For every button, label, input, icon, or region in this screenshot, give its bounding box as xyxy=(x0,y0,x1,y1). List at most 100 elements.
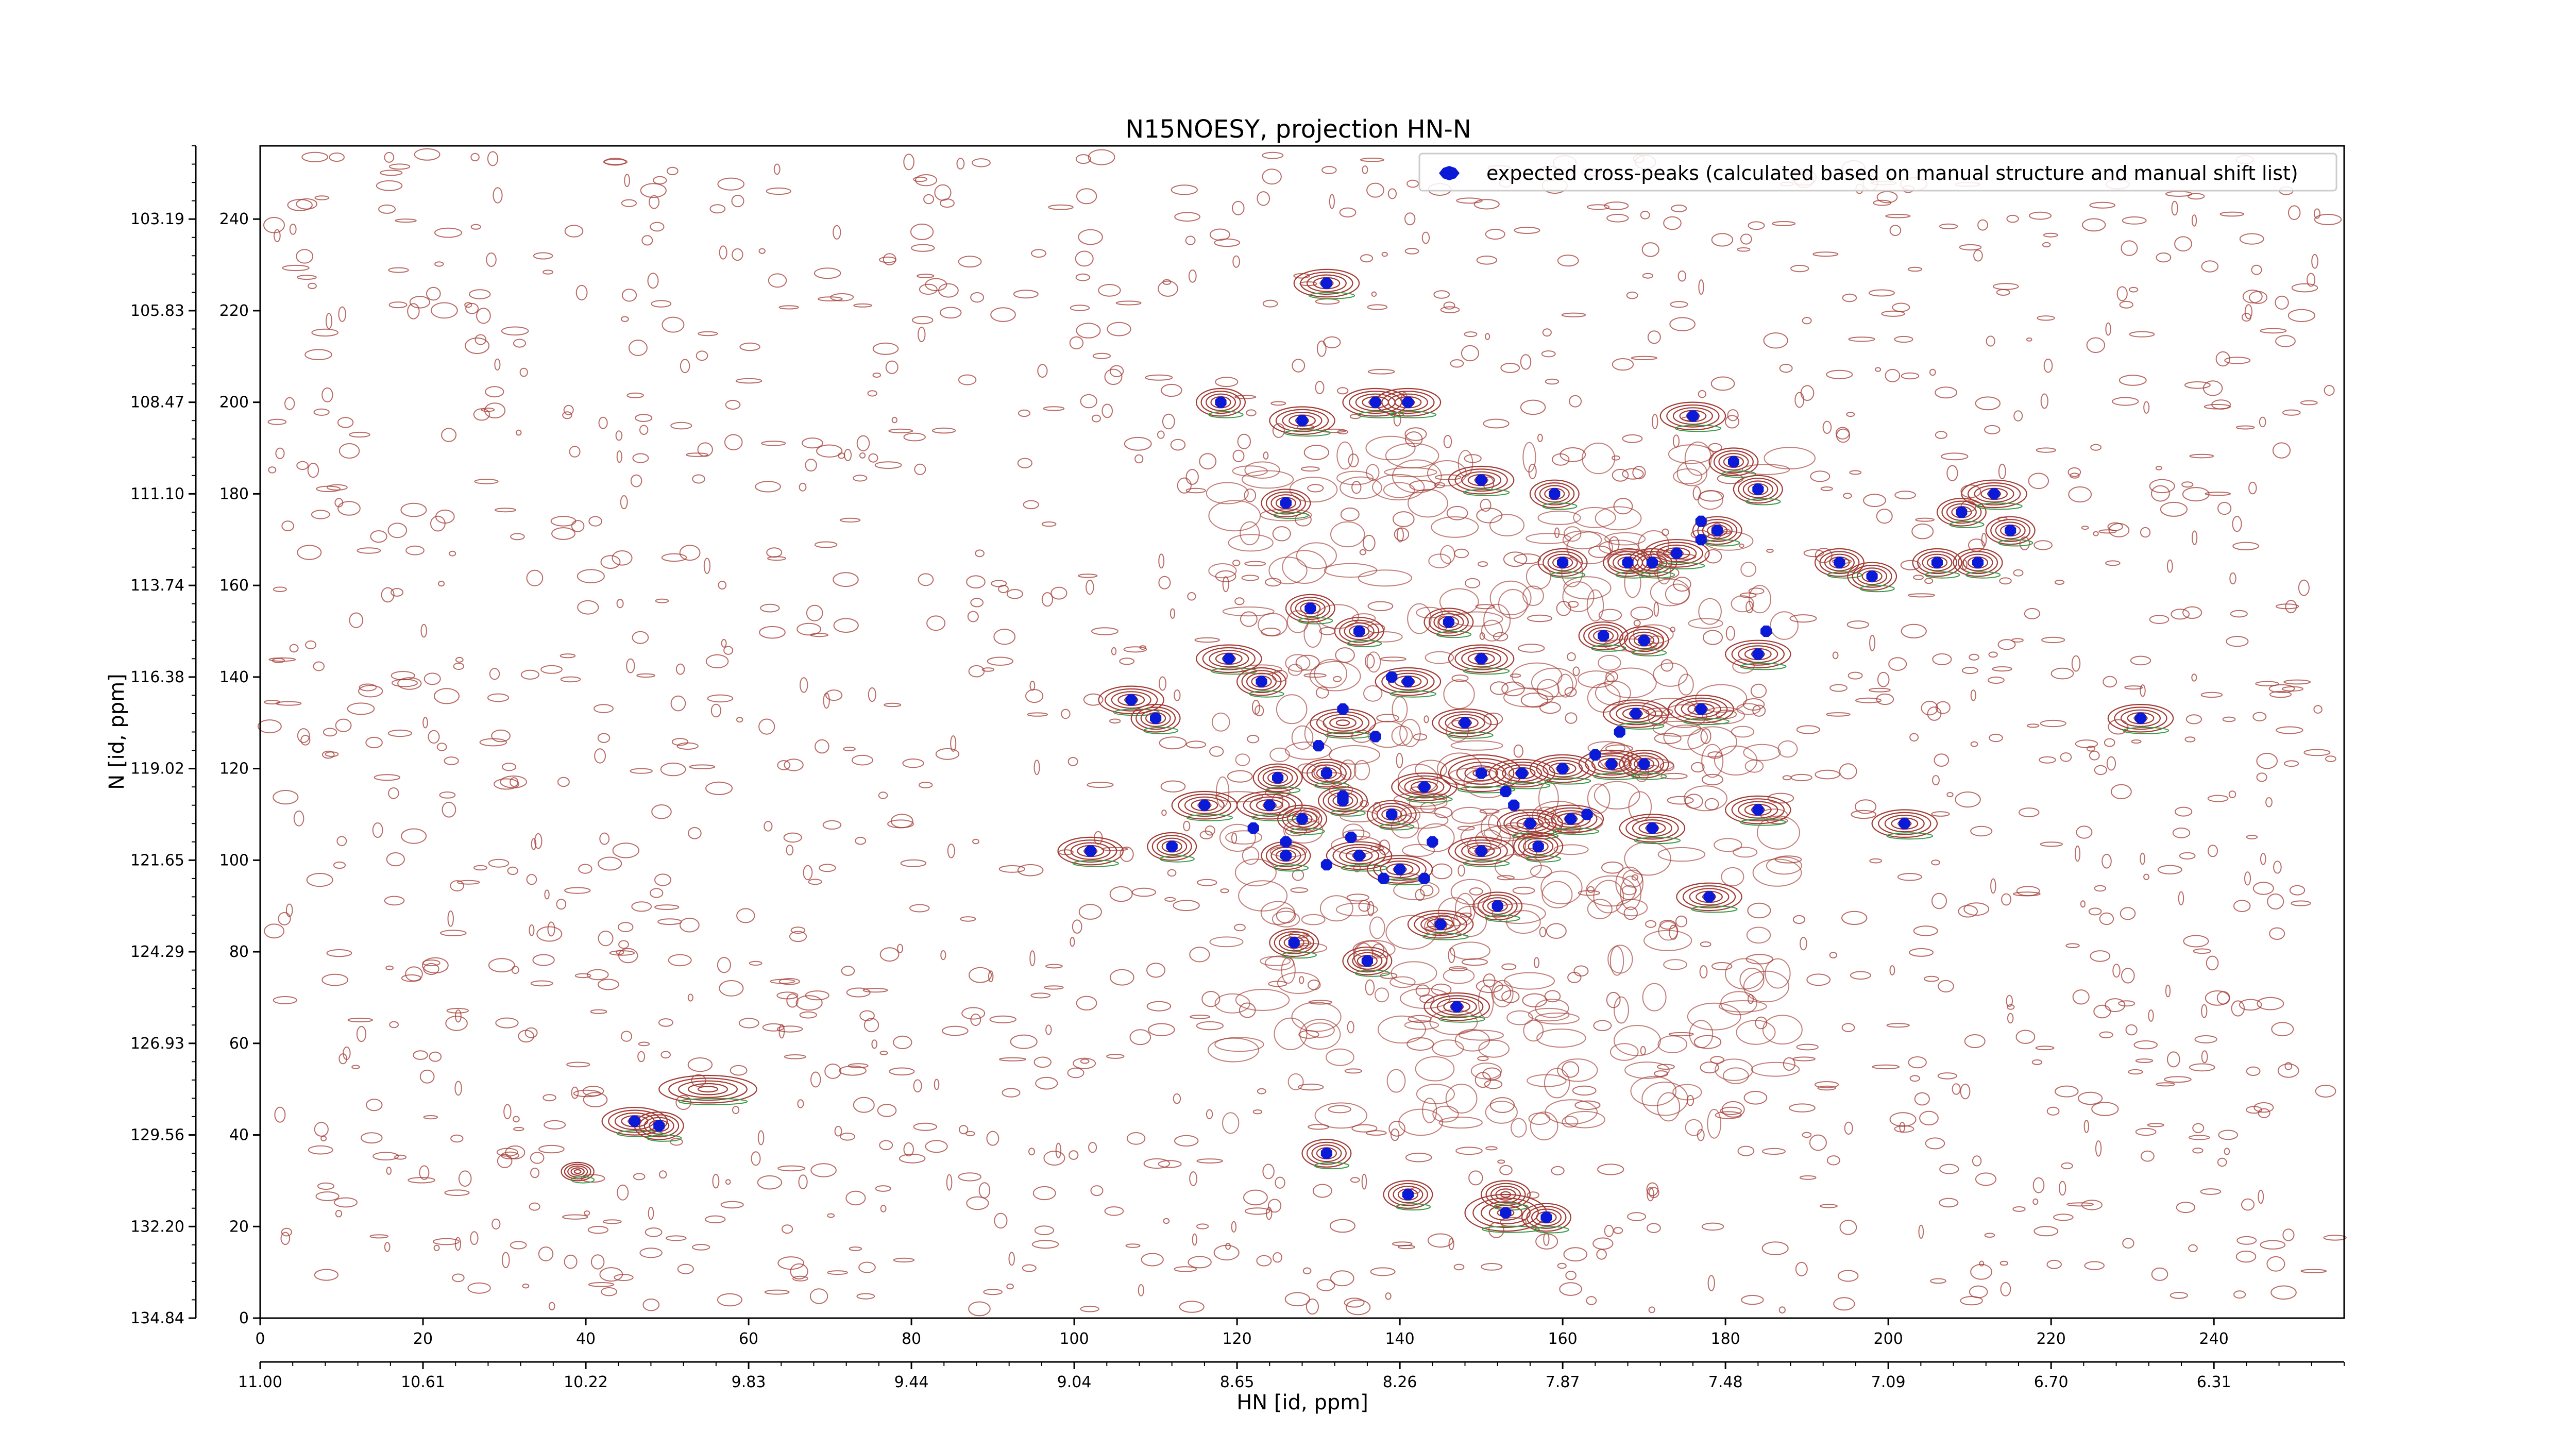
noise-contour xyxy=(1161,810,1167,816)
noise-contour xyxy=(1894,335,1913,343)
noise-contour xyxy=(814,267,841,279)
noise-contour xyxy=(1981,533,1987,547)
noise-contour xyxy=(620,1031,633,1042)
noise-contour xyxy=(2178,891,2184,906)
noise-contour xyxy=(470,153,480,162)
noise-contour xyxy=(639,425,649,435)
noise-contour xyxy=(1048,204,1074,210)
noise-contour xyxy=(968,1301,991,1317)
peak-contour-ring xyxy=(1436,998,1477,1016)
envelope-contour xyxy=(1718,1000,1767,1013)
noise-contour xyxy=(1850,971,1871,980)
noise-contour xyxy=(308,282,317,290)
noise-contour xyxy=(635,414,653,422)
noise-contour xyxy=(2314,214,2342,225)
noise-contour xyxy=(313,661,325,671)
noise-contour xyxy=(1520,354,1532,370)
noise-contour xyxy=(2124,685,2143,690)
negative-contour xyxy=(1290,828,1325,835)
envelope-contour xyxy=(1537,510,1581,525)
envelope-contour xyxy=(1238,880,1288,912)
noise-contour xyxy=(284,397,295,410)
negative-contour xyxy=(647,1134,682,1142)
noise-contour xyxy=(1078,229,1103,245)
noise-contour xyxy=(989,1015,1016,1023)
peak-contour-ring xyxy=(1852,564,1892,588)
noise-contour xyxy=(369,1234,389,1239)
noise-contour xyxy=(1043,406,1065,411)
peak-contour-ring xyxy=(1178,794,1231,817)
cross-peak-point xyxy=(1899,818,1910,830)
envelope-contour xyxy=(1431,516,1479,538)
noise-contour xyxy=(2176,1202,2196,1214)
noise-contour xyxy=(2188,1244,2198,1252)
noise-contour xyxy=(1901,624,1927,638)
noise-contour xyxy=(2093,1004,2111,1019)
envelope-contour xyxy=(1386,1069,1406,1093)
noise-contour xyxy=(1648,1187,1659,1199)
peak-contour-ring xyxy=(1300,272,1353,295)
noise-contour xyxy=(1586,204,1610,210)
noise-contour xyxy=(372,1152,399,1160)
peak-contour-ring xyxy=(697,1086,719,1093)
noise-contour xyxy=(2218,1130,2239,1140)
noise-contour xyxy=(1458,864,1465,877)
noise-contour xyxy=(688,827,702,839)
envelope-contour xyxy=(1336,470,1374,485)
noise-contour xyxy=(1518,644,1545,653)
noise-contour xyxy=(450,880,465,891)
noise-contour xyxy=(913,1079,922,1093)
peak-contour-ring xyxy=(1588,627,1619,645)
noise-contour xyxy=(1351,1124,1378,1133)
peak-contour-ring xyxy=(1200,391,1241,414)
peak-contour-ring xyxy=(1878,812,1931,835)
envelope-contour xyxy=(1432,1039,1464,1057)
envelope-contour xyxy=(1326,1048,1354,1066)
noise-contour xyxy=(267,418,287,425)
noise-contour xyxy=(1806,973,1831,986)
noise-contour xyxy=(993,629,1016,645)
noise-contour xyxy=(1457,825,1475,831)
noise-contour xyxy=(2140,527,2151,538)
noise-contour xyxy=(1814,1081,1839,1088)
noise-contour xyxy=(620,316,629,322)
noise-contour xyxy=(630,768,653,774)
noise-contour xyxy=(374,774,401,781)
cross-peak-point xyxy=(1443,616,1454,628)
noise-contour xyxy=(738,1018,759,1029)
noise-contour xyxy=(1537,433,1543,442)
noise-contour xyxy=(1027,712,1048,717)
noise-contour xyxy=(454,1081,462,1096)
noise-contour xyxy=(879,1051,888,1055)
envelope-contour xyxy=(1209,936,1244,948)
noise-contour xyxy=(597,733,611,743)
noise-contour xyxy=(2061,1162,2073,1170)
noise-contour xyxy=(2276,726,2303,734)
noise-contour xyxy=(1075,154,1091,164)
noise-contour xyxy=(2027,723,2040,728)
noise-contour xyxy=(1868,289,1895,297)
y-tick-label: 60 xyxy=(229,1035,249,1053)
noise-contour xyxy=(918,573,934,586)
noise-contour xyxy=(289,224,297,235)
peak-contour-ring xyxy=(1847,562,1897,591)
negative-contour xyxy=(1159,855,1195,863)
noise-contour xyxy=(972,158,991,167)
peak-contour-ring xyxy=(1352,952,1383,970)
noise-contour xyxy=(617,1184,629,1201)
peak-contour-ring xyxy=(1619,749,1669,779)
y-tick-label: 20 xyxy=(229,1218,249,1236)
noise-contour xyxy=(2129,331,2155,338)
noise-contour xyxy=(834,1125,842,1137)
noise-contour xyxy=(1822,420,1832,434)
noise-contour xyxy=(1514,227,1540,234)
noise-contour xyxy=(1455,1147,1483,1155)
noise-contour xyxy=(637,1051,646,1063)
noise-contour xyxy=(1330,1270,1354,1287)
peak-contour-ring xyxy=(1306,274,1347,292)
negative-contour xyxy=(1354,969,1391,977)
cross-peak-point xyxy=(1418,781,1430,793)
noise-contour xyxy=(281,1227,293,1237)
plot-area xyxy=(258,148,2347,1317)
expected-cross-peaks-series xyxy=(629,277,2147,1223)
